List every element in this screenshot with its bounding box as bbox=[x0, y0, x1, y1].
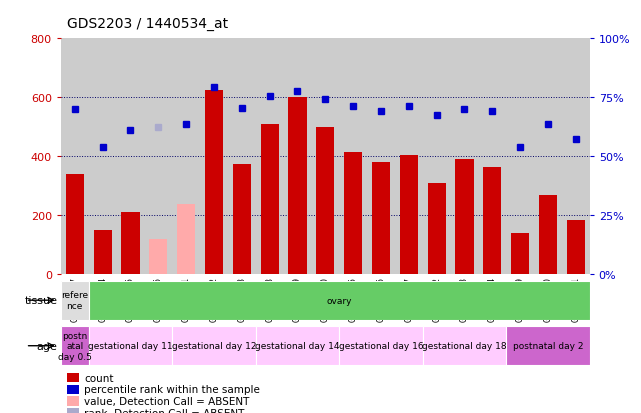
Bar bbox=[172, 326, 256, 366]
Text: refere
nce: refere nce bbox=[62, 291, 88, 310]
Bar bbox=[483, 167, 501, 275]
Bar bbox=[344, 152, 362, 275]
Bar bbox=[288, 98, 306, 275]
Text: rank, Detection Call = ABSENT: rank, Detection Call = ABSENT bbox=[84, 408, 244, 413]
Text: tissue: tissue bbox=[25, 295, 58, 306]
Bar bbox=[428, 183, 445, 275]
Bar bbox=[422, 326, 506, 366]
Bar bbox=[61, 281, 88, 320]
Bar bbox=[88, 326, 172, 366]
Bar bbox=[339, 326, 422, 366]
Bar bbox=[316, 128, 335, 275]
Text: count: count bbox=[84, 373, 113, 383]
Bar bbox=[233, 164, 251, 275]
Text: gestational day 18: gestational day 18 bbox=[422, 342, 507, 350]
Text: ovary: ovary bbox=[326, 296, 352, 305]
Bar bbox=[205, 91, 223, 275]
Text: GDS2203 / 1440534_at: GDS2203 / 1440534_at bbox=[67, 17, 228, 31]
Bar bbox=[66, 175, 84, 275]
Text: gestational day 11: gestational day 11 bbox=[88, 342, 173, 350]
Bar bbox=[121, 213, 140, 275]
Bar bbox=[455, 160, 474, 275]
Bar bbox=[261, 125, 279, 275]
Text: age: age bbox=[37, 341, 58, 351]
Bar bbox=[506, 326, 590, 366]
Text: gestational day 14: gestational day 14 bbox=[255, 342, 340, 350]
Text: gestational day 16: gestational day 16 bbox=[338, 342, 423, 350]
Text: gestational day 12: gestational day 12 bbox=[172, 342, 256, 350]
Bar bbox=[539, 195, 557, 275]
Text: postn
atal
day 0.5: postn atal day 0.5 bbox=[58, 331, 92, 361]
Bar bbox=[567, 220, 585, 275]
Bar bbox=[372, 163, 390, 275]
Bar bbox=[511, 233, 529, 275]
Bar bbox=[177, 204, 196, 275]
Bar bbox=[149, 239, 167, 275]
Text: percentile rank within the sample: percentile rank within the sample bbox=[84, 385, 260, 394]
Bar bbox=[400, 155, 418, 275]
Text: value, Detection Call = ABSENT: value, Detection Call = ABSENT bbox=[84, 396, 249, 406]
Bar bbox=[61, 326, 88, 366]
Text: postnatal day 2: postnatal day 2 bbox=[513, 342, 583, 350]
Bar bbox=[94, 230, 112, 275]
Bar bbox=[256, 326, 339, 366]
